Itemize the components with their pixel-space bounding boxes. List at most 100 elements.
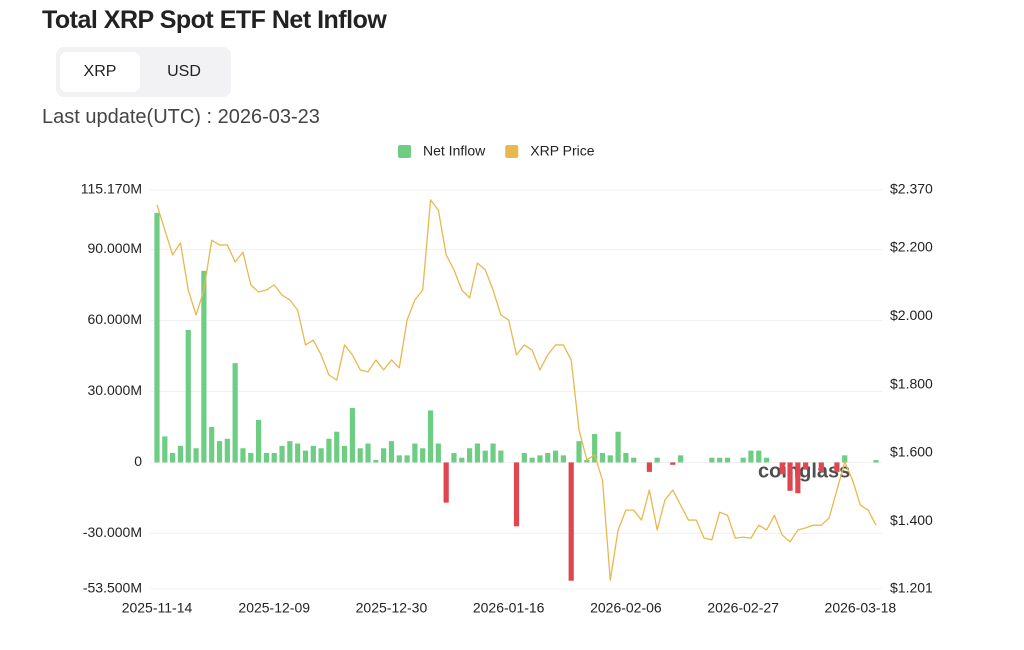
price-line [156,199,877,581]
bar [193,448,199,463]
bar [279,445,285,463]
y-tick-label: 30.000M [88,382,142,398]
bar [756,450,762,463]
bar [162,436,168,463]
legend-label: XRP Price [530,143,595,159]
bar [388,441,395,463]
bar [177,445,184,463]
bar [740,457,746,463]
bar [302,450,309,463]
bar [748,450,754,463]
bar [834,462,840,472]
bar [498,450,504,463]
bar [513,462,520,527]
bar [459,457,465,463]
y2-tick-label: $2.000 [890,307,933,323]
y-tick-label: 0 [134,453,142,469]
legend-swatch [505,145,519,158]
y2-tick-label: $2.200 [890,239,933,255]
bar [232,363,238,463]
bar [170,452,176,463]
y2-tick-label: $1.400 [890,512,933,528]
x-tick-label: 2026-02-27 [707,600,779,616]
bar [326,438,332,463]
bar [842,455,848,463]
bar [318,448,324,463]
bar [396,455,402,463]
bar [404,455,410,463]
y-tick-label: 115.170M [81,181,142,197]
y-tick-label: -53.500M [83,580,142,596]
bar [474,443,481,463]
bar [724,457,731,463]
bar [529,457,535,463]
bar [873,460,879,463]
y-tick-label: 60.000M [88,311,142,327]
bar [623,452,629,463]
y2-tick-label: $1.800 [890,375,933,391]
bar [779,462,785,475]
bar [592,434,598,463]
bar [295,443,301,463]
bar [373,460,379,463]
y-tick-label: -30.000M [83,524,142,540]
bar [576,441,582,463]
bar [287,441,293,463]
bar [255,419,262,463]
unit-toggle: XRP USD [56,47,231,97]
bar [271,452,277,463]
bar [818,462,824,472]
bar [341,445,348,463]
bar [263,452,270,463]
bar [552,450,559,463]
chart-title: Total XRP Spot ETF Net Inflow [42,6,387,34]
bar [420,448,426,463]
bar [545,452,551,463]
bar [209,426,215,463]
y2-tick-label: $1.600 [890,444,933,460]
bar [646,462,652,472]
last-update: Last update(UTC) : 2026-03-23 [42,106,320,128]
bar [216,441,223,463]
bar [607,455,613,463]
x-tick-label: 2026-02-06 [590,600,662,616]
bar [482,450,488,463]
bar [467,448,473,463]
x-tick-label: 2025-12-30 [356,600,428,616]
legend-swatch [398,145,411,158]
bar [709,457,715,463]
bar [154,212,160,463]
x-tick-label: 2026-01-16 [473,600,545,616]
bar [678,455,684,463]
bar [654,457,660,463]
legend-label: Net Inflow [423,143,486,159]
toggle-option[interactable]: USD [167,63,201,80]
bar [615,431,621,463]
y2-tick-label: $1.201 [890,580,933,596]
bar [248,452,254,463]
x-tick-label: 2025-12-09 [238,600,310,616]
x-tick-label: 2025-11-14 [122,600,193,616]
bar [185,329,191,463]
bar [490,443,496,463]
bar [349,408,355,463]
bar [240,448,246,463]
bar [560,455,566,463]
bar [357,448,363,463]
bar [427,410,434,463]
bar [521,452,527,463]
bar [568,462,574,581]
bar [631,457,637,463]
toggle-option[interactable]: XRP [60,52,140,92]
bar [795,462,801,494]
bar [310,445,316,463]
bar [803,462,809,470]
bar [599,452,606,463]
bar [443,462,449,503]
bar [763,457,770,463]
bar [334,431,340,463]
bar [717,457,723,463]
bar [381,448,387,463]
